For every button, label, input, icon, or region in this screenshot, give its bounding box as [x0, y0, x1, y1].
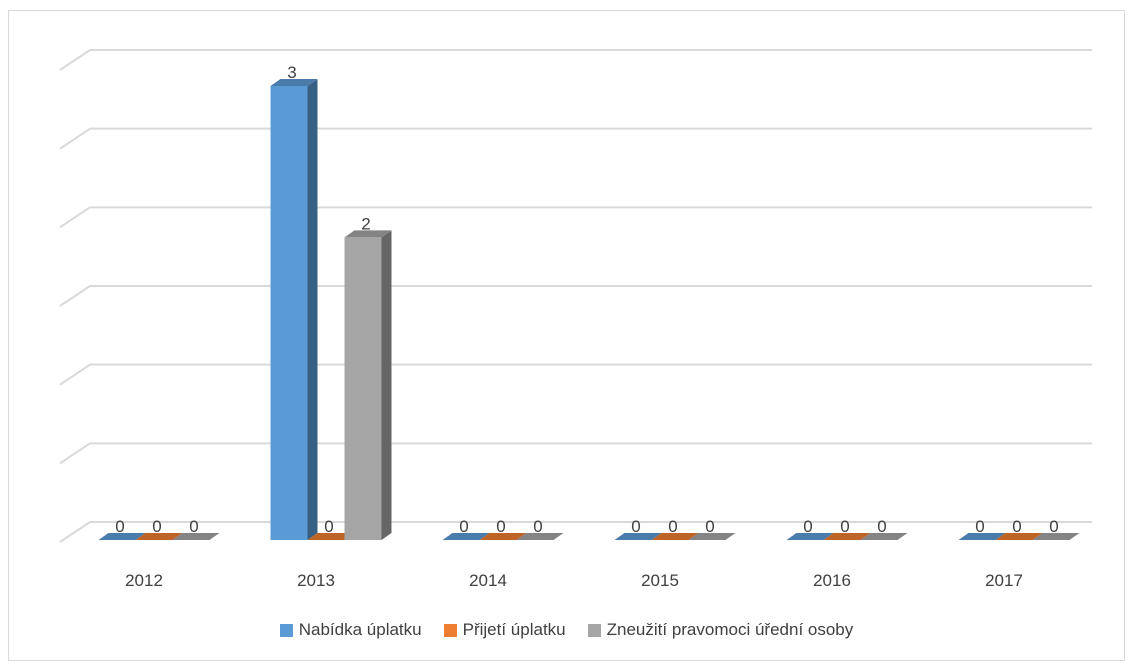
legend-item-nabidka: Nabídka úplatku — [279, 620, 422, 640]
legend-label-prijeti: Přijetí úplatku — [462, 620, 566, 639]
legend: Nabídka úplatku Přijetí úplatku Zneužití… — [0, 620, 1133, 640]
bar-2014-1 — [479, 533, 527, 540]
data-label-2014-2: 0 — [533, 517, 542, 536]
data-labels: 0 0 0 3 0 2 0 0 0 0 0 0 0 0 0 0 0 0 — [115, 63, 1058, 536]
x-tick-2015: 2015 — [641, 571, 679, 590]
bar-2013-0 — [270, 79, 318, 540]
data-label-2015-2: 0 — [705, 517, 714, 536]
bar-2017-0 — [958, 533, 1006, 540]
data-label-2017-0: 0 — [975, 517, 984, 536]
bar-2014-2 — [516, 533, 564, 540]
x-axis-ticks: 2012 2013 2014 2015 2016 2017 — [125, 571, 1023, 590]
data-label-2015-1: 0 — [668, 517, 677, 536]
data-label-2017-1: 0 — [1012, 517, 1021, 536]
legend-swatch-zneuziti — [587, 623, 601, 637]
bar-2015-2 — [688, 533, 736, 540]
legend-swatch-prijeti — [443, 623, 457, 637]
bar-2015-1 — [651, 533, 699, 540]
data-label-2014-1: 0 — [496, 517, 505, 536]
bar-2015-0 — [614, 533, 662, 540]
gridline-depth — [59, 127, 91, 150]
x-tick-2014: 2014 — [469, 571, 507, 590]
data-label-2016-1: 0 — [840, 517, 849, 536]
bar-2016-2 — [860, 533, 908, 540]
bar-2016-1 — [823, 533, 871, 540]
data-label-2014-0: 0 — [459, 517, 468, 536]
x-tick-2016: 2016 — [813, 571, 851, 590]
data-label-2015-0: 0 — [631, 517, 640, 536]
data-label-2012-0: 0 — [115, 517, 124, 536]
data-label-2013-2: 2 — [361, 214, 370, 233]
gridline-depth — [59, 285, 91, 307]
bar-2012-0 — [98, 533, 146, 540]
bar-2014-0 — [442, 533, 490, 540]
x-tick-2012: 2012 — [125, 571, 163, 590]
gridlines — [59, 49, 1092, 543]
bars — [98, 79, 1080, 541]
data-label-2016-0: 0 — [803, 517, 812, 536]
legend-label-zneuziti: Zneužití pravomoci úřední osoby — [606, 620, 854, 639]
bar-2012-2 — [172, 533, 220, 540]
bar-2013-2 — [344, 230, 392, 541]
gridline-depth — [59, 442, 91, 465]
bar-2016-0 — [786, 533, 834, 540]
gridline-depth — [59, 49, 91, 71]
bar-2012-1 — [135, 533, 183, 540]
gridline-depth — [59, 521, 91, 543]
legend-item-prijeti: Přijetí úplatku — [443, 620, 566, 640]
data-label-2013-0: 3 — [287, 63, 296, 82]
data-label-2012-2: 0 — [189, 517, 198, 536]
legend-label-nabidka: Nabídka úplatku — [298, 620, 422, 639]
data-label-2013-1: 0 — [324, 517, 333, 536]
data-label-2017-2: 0 — [1049, 517, 1058, 536]
chart-frame — [8, 10, 1125, 661]
legend-swatch-nabidka — [279, 623, 293, 637]
bar-2013-1 — [307, 533, 355, 540]
x-tick-2017: 2017 — [985, 571, 1023, 590]
legend-item-zneuziti: Zneužití pravomoci úřední osoby — [587, 620, 854, 640]
x-tick-2013: 2013 — [297, 571, 335, 590]
data-label-2012-1: 0 — [152, 517, 161, 536]
gridline-depth — [59, 206, 91, 229]
bar-2017-1 — [995, 533, 1043, 540]
gridline-depth — [59, 363, 91, 386]
bar-2017-2 — [1032, 533, 1080, 540]
data-label-2016-2: 0 — [877, 517, 886, 536]
